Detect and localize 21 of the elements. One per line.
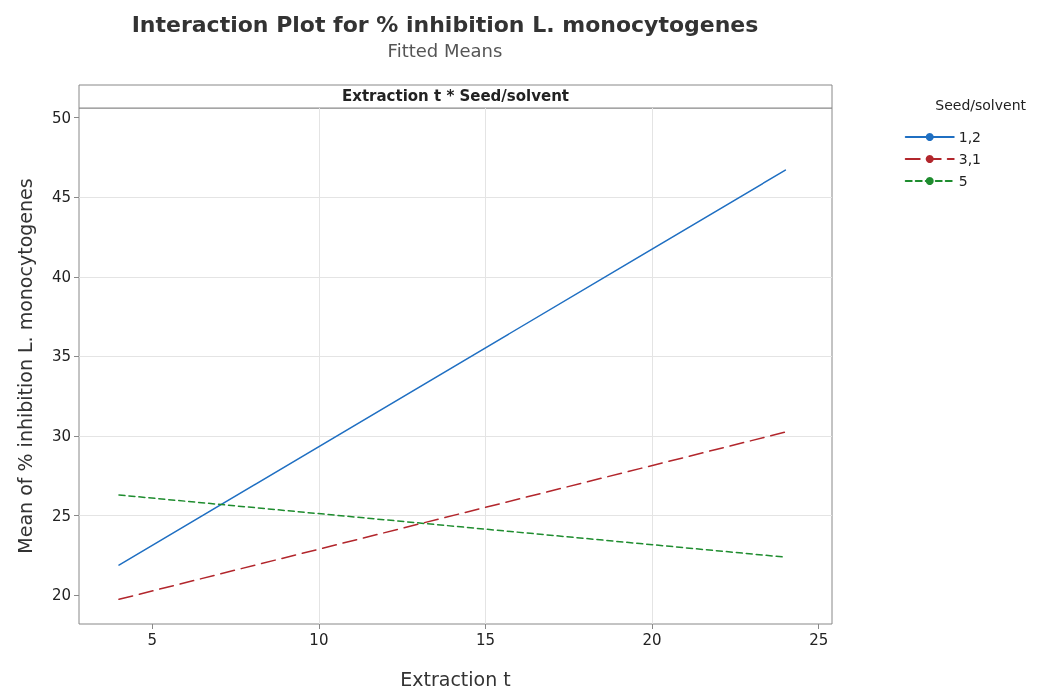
legend-label: 5	[958, 173, 968, 189]
text: Extraction t * Seed/solvent	[341, 87, 570, 105]
y-tick-label: 35	[51, 347, 71, 366]
y-tick-label: 30	[51, 427, 71, 446]
y-tick-label: 50	[51, 108, 71, 127]
x-tick-label: 10	[309, 630, 329, 649]
y-tick-label: 25	[51, 506, 71, 525]
chart-subtitle: Fitted Means	[387, 39, 503, 61]
y-tick-label: 20	[51, 586, 71, 605]
y-tick-label: 40	[51, 267, 71, 286]
y-axis-title: Mean of % inhibition L. monocytogenes	[13, 178, 36, 554]
x-tick-label: 25	[809, 630, 829, 649]
x-axis-title: Extraction t	[400, 667, 511, 690]
legend-label: 1,2	[958, 129, 981, 145]
x-tick-label: 5	[147, 630, 158, 649]
chart-title: Interaction Plot for % inhibition L. monocytogenes	[131, 11, 759, 37]
legend-label: 3,1	[958, 151, 981, 167]
legend-title: Seed/solvent	[935, 97, 1027, 113]
x-tick-label: 15	[475, 630, 496, 649]
y-tick-label: 45	[51, 188, 71, 207]
x-tick-label: 20	[642, 630, 662, 649]
